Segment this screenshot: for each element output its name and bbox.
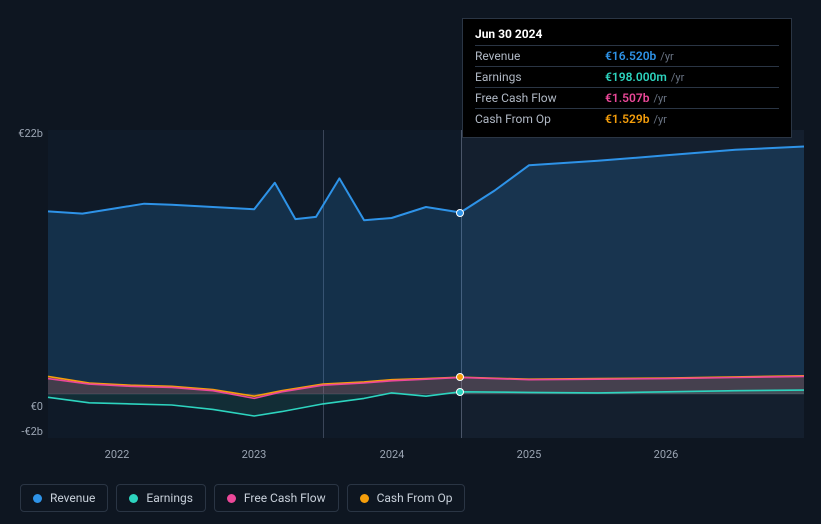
legend-item-earnings[interactable]: Earnings [116, 484, 206, 512]
legend-dot-icon [129, 494, 138, 503]
legend: Revenue Earnings Free Cash Flow Cash Fro… [20, 484, 465, 512]
legend-label: Cash From Op [377, 491, 453, 505]
legend-item-cfo[interactable]: Cash From Op [347, 484, 466, 512]
chart-plot-area[interactable] [48, 130, 804, 438]
tooltip-row-cfo: Cash From Op €1.529b /yr [475, 108, 779, 129]
y-tick-label: €0 [31, 400, 43, 413]
tooltip-row-unit: /yr [653, 92, 666, 105]
tooltip-row-revenue: Revenue €16.520b /yr [475, 45, 779, 66]
legend-item-revenue[interactable]: Revenue [20, 484, 108, 512]
x-tick-label: 2025 [517, 448, 542, 461]
legend-dot-icon [33, 494, 42, 503]
tooltip-row-label: Revenue [475, 49, 605, 63]
tooltip-row-label: Cash From Op [475, 112, 605, 126]
tooltip-row-fcf: Free Cash Flow €1.507b /yr [475, 87, 779, 108]
tooltip-row-value: €1.507b [605, 91, 649, 105]
tooltip-row-unit: /yr [653, 113, 666, 126]
hover-dot-revenue [456, 209, 464, 217]
y-tick-label: €22b [18, 127, 43, 140]
x-tick-label: 2023 [242, 448, 267, 461]
tooltip-row-label: Free Cash Flow [475, 91, 605, 105]
tooltip-row-unit: /yr [671, 71, 684, 84]
hover-dot-cfo [456, 373, 464, 381]
x-tick-label: 2026 [654, 448, 679, 461]
legend-label: Revenue [50, 491, 95, 505]
legend-label: Earnings [146, 491, 193, 505]
chart-svg [48, 130, 804, 438]
tooltip-row-value: €16.520b [605, 49, 656, 63]
tooltip-date: Jun 30 2024 [475, 27, 779, 45]
tooltip-row-value: €198.000m [605, 70, 667, 84]
hover-tooltip: Jun 30 2024 Revenue €16.520b /yr Earning… [462, 18, 792, 138]
y-tick-label: -€2b [21, 425, 43, 438]
x-tick-label: 2024 [380, 448, 405, 461]
hover-dot-earnings [456, 388, 464, 396]
legend-item-fcf[interactable]: Free Cash Flow [214, 484, 339, 512]
tooltip-row-earnings: Earnings €198.000m /yr [475, 66, 779, 87]
legend-dot-icon [227, 494, 236, 503]
legend-label: Free Cash Flow [244, 491, 326, 505]
x-tick-label: 2022 [105, 448, 130, 461]
tooltip-row-unit: /yr [660, 50, 673, 63]
tooltip-row-value: €1.529b [605, 112, 649, 126]
tooltip-row-label: Earnings [475, 70, 605, 84]
legend-dot-icon [360, 494, 369, 503]
